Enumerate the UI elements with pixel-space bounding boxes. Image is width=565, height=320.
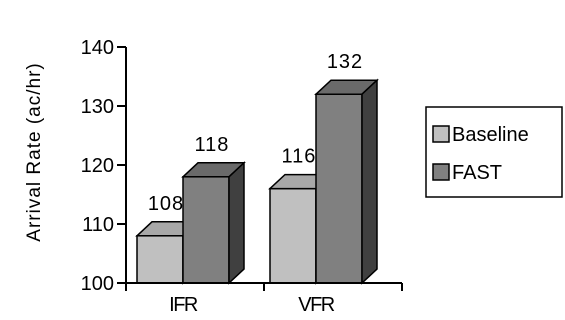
legend-label-baseline: Baseline <box>452 124 529 146</box>
bar-fast-vfr <box>314 78 379 285</box>
y-tick-label: 100 <box>81 273 114 295</box>
x-tick-label: IFR <box>169 294 198 316</box>
legend: Baseline FAST <box>425 106 563 198</box>
legend-box <box>425 106 563 198</box>
bar-fast-ifr <box>181 161 246 285</box>
bar-front-face <box>269 187 317 284</box>
data-label: 108 <box>148 193 184 215</box>
x-tick-label: VFR <box>298 294 335 316</box>
data-label: 132 <box>327 51 363 73</box>
y-tick-label: 130 <box>81 96 114 118</box>
data-label: 118 <box>195 134 230 156</box>
legend-swatch-fast <box>432 163 450 181</box>
y-axis-title: Arrival Rate (ac/hr) <box>24 62 45 241</box>
bar-side-face <box>228 161 245 285</box>
y-tick-label: 110 <box>82 214 114 236</box>
bar-side-face <box>361 78 378 285</box>
bar-front-face <box>182 176 230 284</box>
bar-front-face <box>315 93 363 284</box>
legend-label-fast: FAST <box>452 162 502 184</box>
legend-swatch-baseline <box>432 125 450 143</box>
data-label: 116 <box>282 146 317 168</box>
y-tick-label: 120 <box>81 155 114 177</box>
y-tick-label: 140 <box>81 37 114 59</box>
bar-front-face <box>136 235 184 284</box>
plot-area: 100 110 120 130 140 108 118 116 132 IFR VFR <box>81 37 403 316</box>
